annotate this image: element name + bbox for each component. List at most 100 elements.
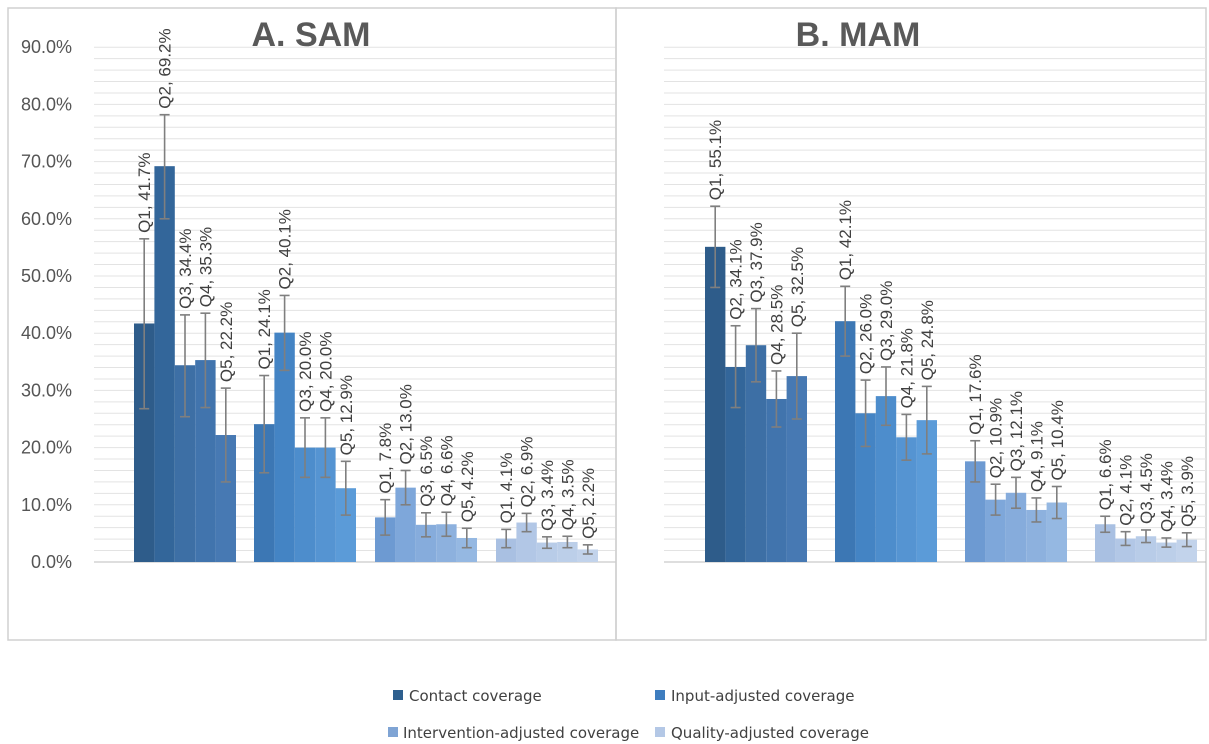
legend-swatch-intervention [388,727,398,737]
bar [436,524,457,562]
data-label: Q2, 69.2% [156,28,175,108]
bar [1046,502,1067,562]
bar [195,360,216,562]
bar [315,447,336,562]
bar [1005,492,1027,562]
bar [294,447,316,562]
data-label: Q4, 9.1% [1027,421,1046,492]
data-label: Q4, 35.3% [196,227,215,307]
bar [215,435,236,562]
data-label: Q3, 3.4% [538,460,557,531]
data-label: Q5, 32.5% [788,247,807,327]
bar [456,537,477,562]
data-label: Q5, 4.2% [458,451,477,522]
panel-a: 0.0% 10.0% 20.0% 30.0% 40.0% 50.0% 60.0% 70.0% 8… [7,7,617,641]
data-label: Q2, 40.1% [276,209,295,289]
y-axis-ticks: 0.0% 10.0% 20.0% 30.0% 40.0% 50.0% 60.0% 70.0% 8… [21,37,72,572]
data-label: Q1, 4.1% [497,453,516,524]
data-label: Q4, 21.8% [897,328,916,408]
bar [985,499,1006,562]
panel-b-bars [705,246,1197,562]
data-label: Q4, 3.4% [1157,461,1176,532]
panel-a-data-labels: Q1, 41.7%Q2, 69.2%Q3, 34.4% Q4, 35.3%Q5, … [135,28,598,538]
panel-b-title: B. MAM [796,16,921,54]
bar [395,487,416,562]
bar [745,345,767,562]
bar [916,420,937,562]
bar [875,396,897,562]
data-label: Q1, 24.1% [255,289,274,369]
y-tick-label: 90.0% [21,37,72,57]
y-tick-label: 50.0% [21,266,72,286]
bar [335,488,356,562]
bar [1176,539,1197,562]
panel-a-error-bars [139,113,593,555]
legend-swatch-contact [393,690,403,700]
data-label: Q1, 6.6% [1096,439,1115,510]
legend-label-quality: Quality-adjusted coverage [671,724,869,742]
y-tick-label: 0.0% [31,552,72,572]
data-label: Q5, 2.2% [579,468,598,539]
bar [577,549,598,562]
y-tick-label: 30.0% [21,380,72,400]
data-label: Q3, 6.5% [417,436,436,507]
data-label: Q2, 4.1% [1117,455,1136,526]
bar [516,522,537,562]
bar [786,376,807,562]
y-tick-label: 70.0% [21,152,72,172]
data-label: Q1, 41.7% [135,152,154,232]
bar [375,517,396,562]
legend-item-contact: Contact coverage [393,687,542,705]
bar [835,321,856,562]
data-label: Q5, 22.2% [217,302,236,382]
data-label: Q2, 13.0% [397,384,416,464]
data-label: Q3, 37.9% [747,222,766,302]
data-label: Q5, 10.4% [1048,400,1067,480]
bar [725,366,746,562]
y-tick-label: 80.0% [21,94,72,114]
y-tick-label: 20.0% [21,438,72,458]
bar [1026,509,1047,562]
bar [254,424,275,562]
bar [557,541,578,562]
data-label: Q2, 6.9% [518,437,537,508]
legend-label-input: Input-adjusted coverage [671,687,855,705]
panel-b: B. MAM Q1, 55.1% Q2, 34.1% Q3, 37.9%Q4, 28… [615,7,1207,641]
data-label: Q5, 12.9% [337,375,356,455]
panel-a-title: A. SAM [252,16,371,54]
data-label: Q2, 34.1% [727,239,746,319]
data-label: Q1, 7.8% [376,423,395,494]
panel-b-data-labels: Q1, 55.1%Q2, 34.1% Q3, 37.9%Q4, 28.5% Q5, … [706,120,1197,532]
legend-item-quality: Quality-adjusted coverage [655,724,869,742]
bar [1115,538,1136,562]
bar [855,413,876,562]
bar [536,542,558,562]
y-tick-label: 60.0% [21,209,72,229]
data-label: Q3, 20.0% [296,332,315,412]
data-label: Q1, 42.1% [836,200,855,280]
data-label: Q3, 29.0% [877,281,896,361]
legend-swatch-quality [655,727,665,737]
data-label: Q2, 26.0% [857,294,876,374]
bar [415,524,437,562]
bar [1156,542,1177,562]
bar [496,538,517,562]
legend: Contact coverage Input-adjusted coverage… [388,687,869,742]
legend-label-contact: Contact coverage [409,687,542,705]
data-label: Q2, 10.9% [987,398,1006,478]
data-label: Q4, 3.5% [558,459,577,530]
y-tick-label: 10.0% [21,495,72,515]
data-label: Q3, 12.1% [1007,391,1026,471]
legend-label-intervention: Intervention-adjusted coverage [403,724,639,742]
y-tick-label: 40.0% [21,323,72,343]
bar [965,461,986,562]
data-label: Q5, 3.9% [1178,456,1197,527]
legend-item-intervention: Intervention-adjusted coverage [388,724,639,742]
data-label: Q4, 6.6% [437,435,456,506]
bar [1095,524,1116,562]
data-label: Q3, 4.5% [1137,453,1156,524]
data-label: Q5, 24.8% [918,300,937,380]
data-label: Q1, 17.6% [966,354,985,434]
bar [174,365,196,562]
